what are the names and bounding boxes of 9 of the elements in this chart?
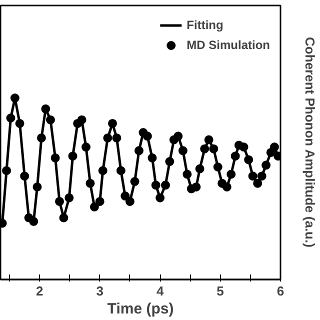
x-tick-label: 5 bbox=[216, 284, 224, 298]
x-tick-label: 3 bbox=[96, 284, 104, 298]
x-axis-title: Time (ps) bbox=[107, 300, 174, 318]
x-tick-label: 4 bbox=[156, 284, 164, 298]
legend-label: Fitting bbox=[186, 18, 224, 32]
x-tick-label: 2 bbox=[36, 284, 44, 298]
legend-label: MD Simulation bbox=[186, 38, 270, 52]
x-tick-label: 6 bbox=[276, 284, 284, 298]
y-axis-title: Coherent Phonon Amplitude (a.u.) bbox=[302, 37, 318, 248]
